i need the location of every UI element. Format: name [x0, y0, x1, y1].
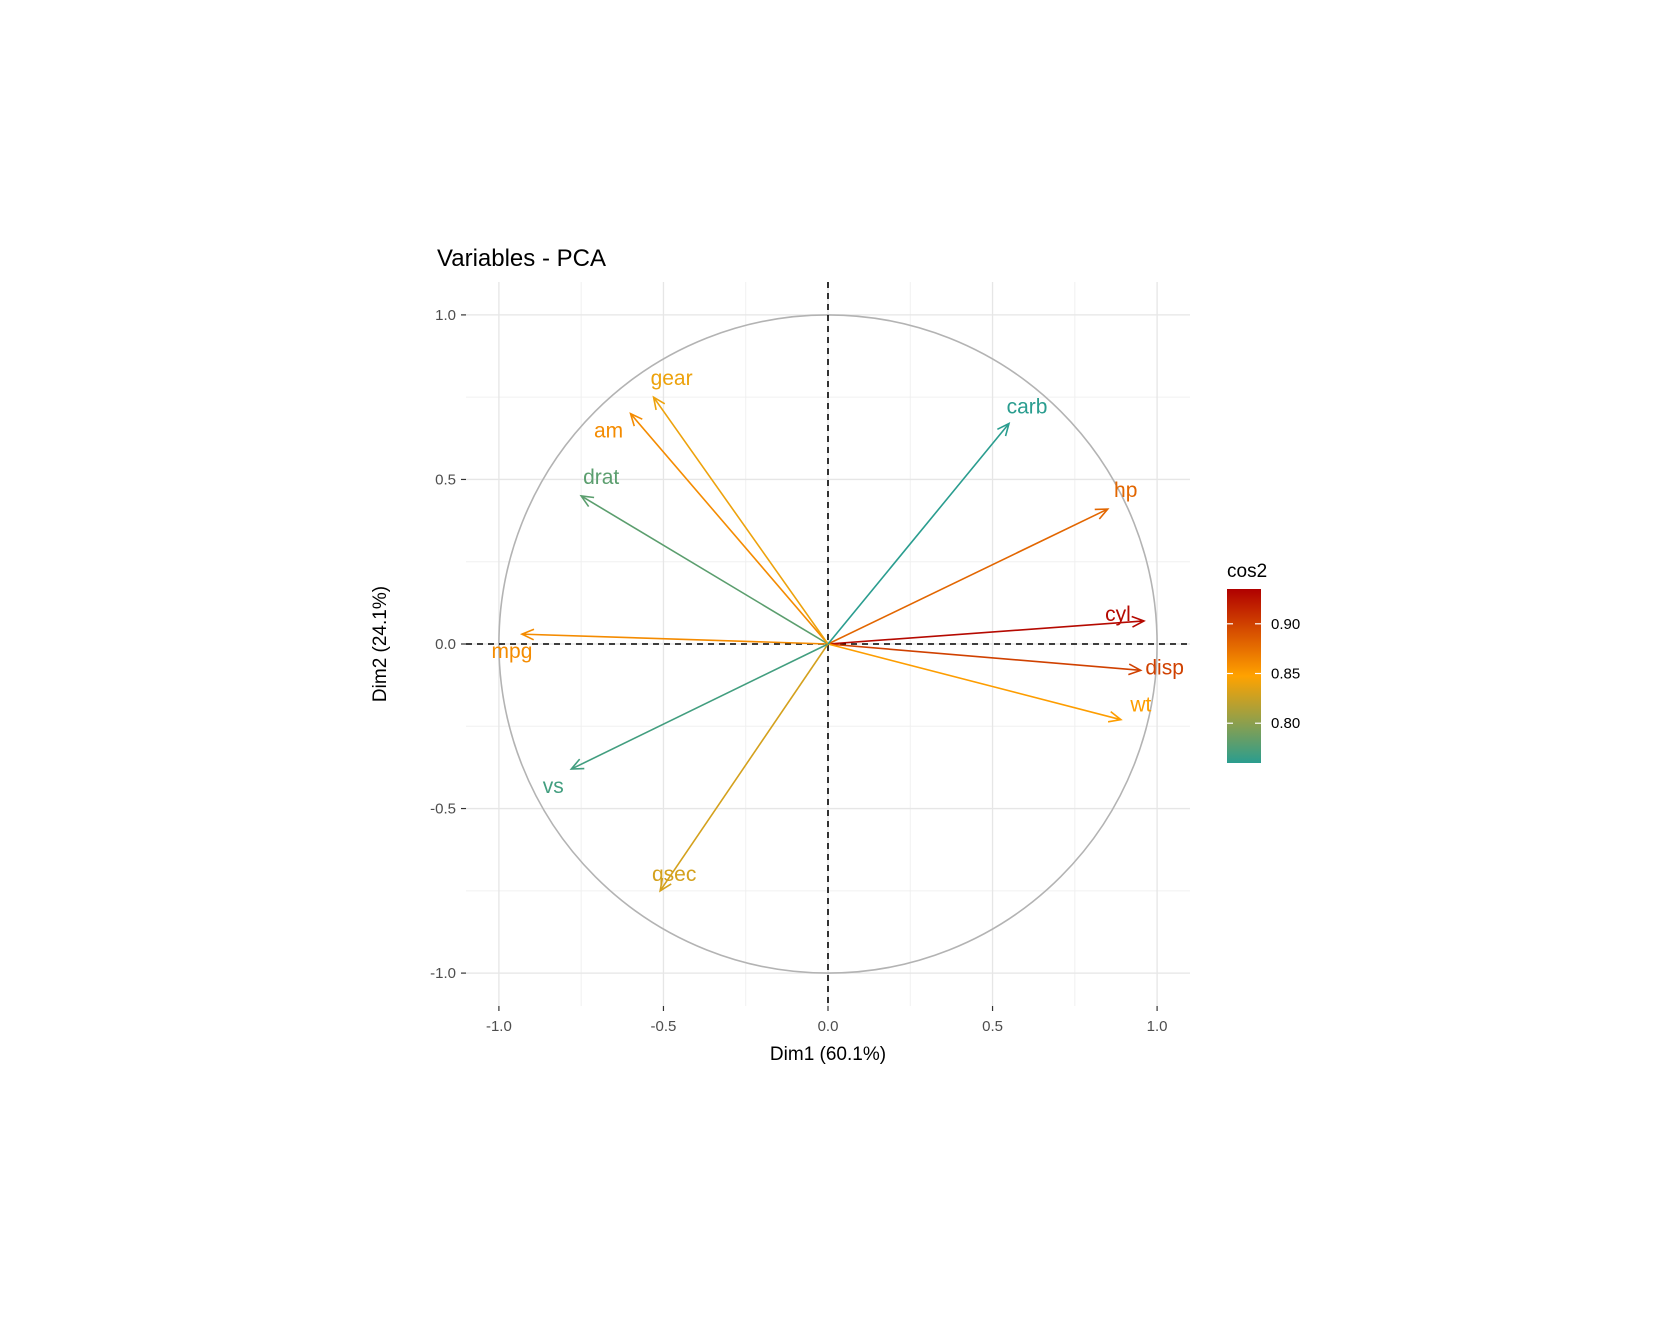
label-cyl: cyl [1105, 603, 1131, 626]
label-disp: disp [1145, 656, 1184, 679]
y-tick-label: -1.0 [430, 965, 456, 982]
arrow-hp [827, 508, 1109, 645]
label-gear: gear [651, 367, 693, 390]
label-hp: hp [1114, 479, 1137, 502]
arrow-vs [570, 643, 829, 770]
y-tick-label: 1.0 [435, 307, 456, 324]
cos2-legend: cos2 0.80 0.85 0.90 [1227, 561, 1300, 763]
y-tick-label: -0.5 [430, 801, 456, 818]
y-axis-title: Dim2 (24.1%) [370, 586, 391, 702]
arrowhead-mpg [519, 628, 535, 641]
x-tick-label: 0.0 [818, 1018, 839, 1035]
arrowhead-disp [1128, 663, 1143, 676]
x-tick-label: 1.0 [1147, 1018, 1168, 1035]
label-vs: vs [543, 775, 564, 798]
arrow-am [629, 413, 829, 645]
arrow-carb [827, 423, 1010, 645]
arrowhead-drat [579, 494, 595, 508]
arrow-mpg [521, 633, 829, 645]
label-qsec: qsec [652, 863, 696, 886]
legend-tick-label: 0.80 [1271, 715, 1300, 732]
chart-title: Variables - PCA [437, 245, 606, 272]
arrow-cyl [827, 620, 1144, 645]
x-tick-label: 0.5 [982, 1018, 1003, 1035]
arrowhead-am [629, 412, 643, 427]
arrow-wt [827, 643, 1122, 721]
legend-tick-label: 0.85 [1271, 666, 1300, 683]
y-axis-ticks: -1.0 -0.5 0.0 0.5 1.0 [430, 307, 466, 982]
variable-labels: mpg cyl disp hp drat wt qsec vs am gear carb [492, 367, 1184, 886]
arrowhead-gear [652, 395, 666, 411]
label-drat: drat [583, 466, 619, 489]
x-tick-label: -1.0 [486, 1018, 512, 1035]
arrow-drat [580, 495, 829, 645]
legend-ticks: 0.80 0.85 0.90 [1227, 616, 1300, 732]
label-am: am [594, 420, 623, 443]
legend-tick-label: 0.90 [1271, 616, 1300, 633]
arrowhead-carb [997, 421, 1011, 437]
arrow-gear [652, 396, 829, 645]
unit-circle [498, 314, 1158, 974]
label-mpg: mpg [492, 640, 533, 663]
arrow-disp [827, 643, 1141, 672]
label-wt: wt [1129, 694, 1151, 717]
legend-title: cos2 [1227, 561, 1267, 582]
unit-circle-layer [498, 314, 1158, 974]
legend-color-bar [1227, 589, 1261, 763]
arrow-qsec [659, 643, 829, 892]
arrowhead-hp [1094, 508, 1110, 520]
arrowhead-qsec [659, 877, 672, 893]
x-axis-title: Dim1 (60.1%) [770, 1044, 886, 1065]
arrowhead-vs [569, 758, 585, 770]
x-tick-label: -0.5 [651, 1018, 677, 1035]
arrowhead-cyl [1131, 615, 1146, 628]
variable-arrows [519, 395, 1146, 893]
arrowhead-wt [1107, 710, 1123, 723]
x-axis-ticks: -1.0 -0.5 0.0 0.5 1.0 [486, 1006, 1168, 1035]
label-carb: carb [1007, 396, 1048, 419]
y-tick-label: 0.0 [435, 636, 456, 653]
y-tick-label: 0.5 [435, 471, 456, 488]
